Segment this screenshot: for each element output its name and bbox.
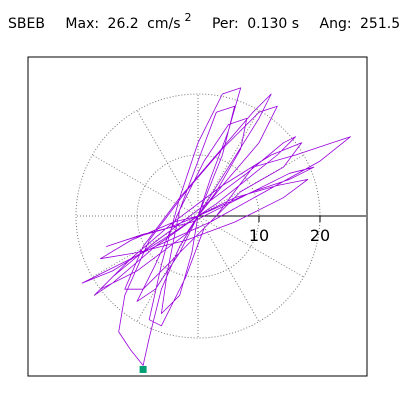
- max-label: Max:: [65, 16, 100, 32]
- period-value: 0.130 s: [247, 16, 300, 32]
- spoke-300: [197, 215, 260, 322]
- radial-tick-label: 20: [310, 226, 330, 245]
- spoke-330: [197, 215, 304, 278]
- radial-ticks: 10 20: [249, 216, 330, 245]
- spoke-120: [136, 110, 199, 217]
- plot-frame: [27, 56, 368, 377]
- max-value: 26.2: [107, 16, 139, 32]
- max-unit-exponent: 2: [184, 11, 192, 24]
- radial-tick-label: 10: [249, 226, 269, 245]
- orbit-trace: [81, 87, 351, 366]
- plot-header: SBEB Max: 26.2 cm/s 2 Per: 0.130 s Ang: 2…: [8, 11, 400, 32]
- angle-label: Ang:: [319, 16, 352, 32]
- max-unit: cm/s: [147, 16, 181, 32]
- spoke-240: [136, 215, 199, 322]
- period-label: Per:: [211, 16, 239, 32]
- station-code: SBEB: [8, 16, 45, 32]
- angle-value: 251.5: [360, 16, 400, 32]
- spoke-150: [92, 154, 199, 217]
- end-marker: [139, 365, 147, 373]
- spoke-60: [197, 110, 260, 217]
